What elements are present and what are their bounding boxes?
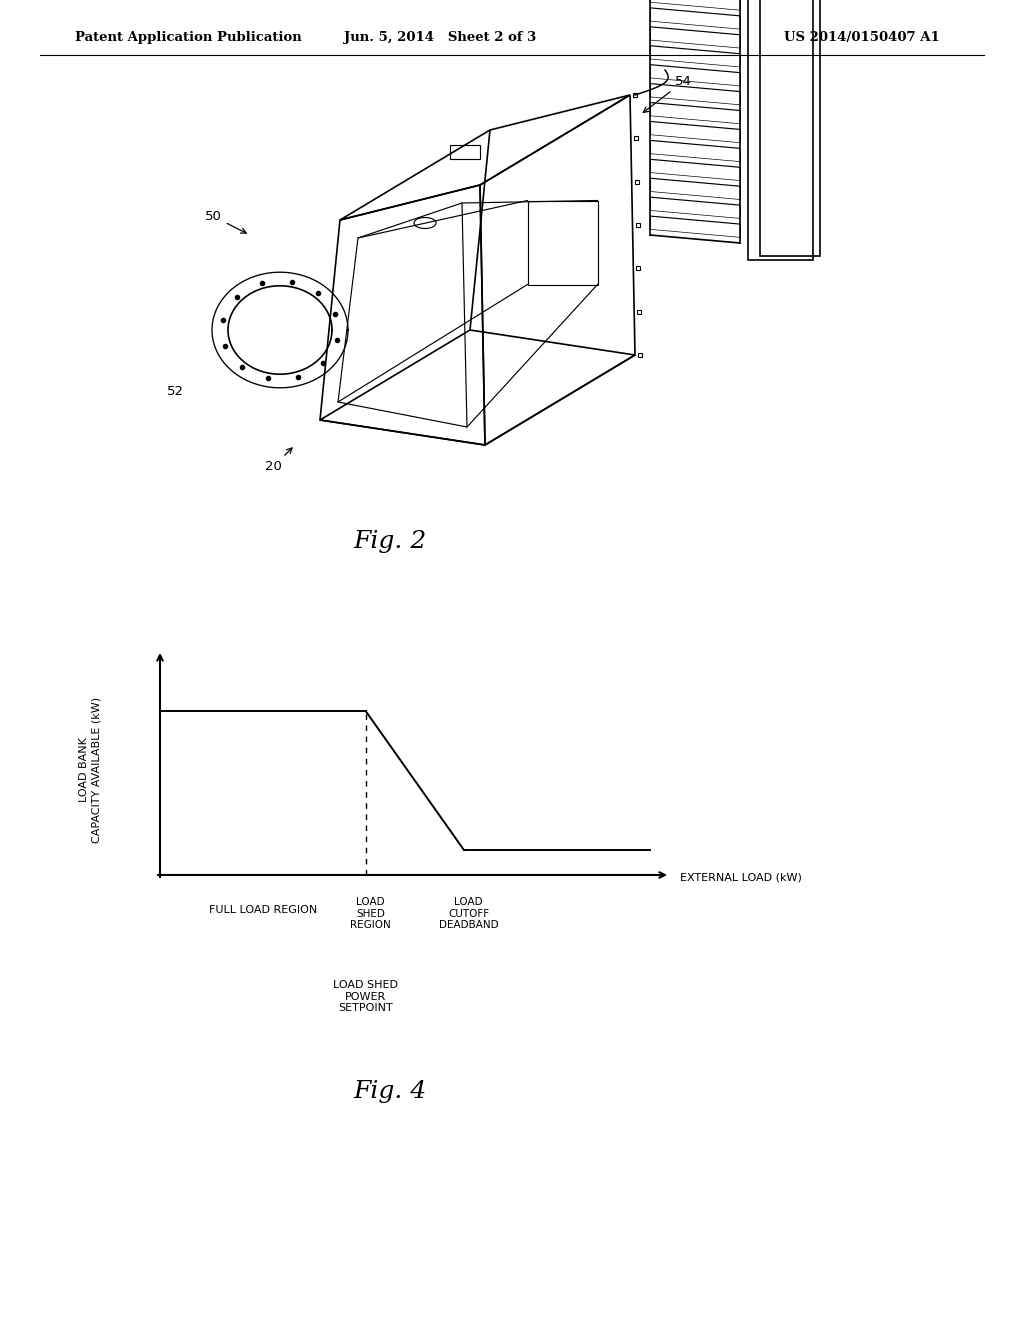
Text: LOAD BANK
CAPACITY AVAILABLE (kW): LOAD BANK CAPACITY AVAILABLE (kW)	[79, 697, 101, 843]
Text: 20: 20	[265, 447, 292, 473]
Text: FULL LOAD REGION: FULL LOAD REGION	[209, 906, 317, 915]
Text: 50: 50	[205, 210, 247, 234]
Text: LOAD SHED
POWER
SETPOINT: LOAD SHED POWER SETPOINT	[333, 979, 398, 1014]
Bar	[450, 144, 480, 158]
Text: Fig. 2: Fig. 2	[353, 531, 427, 553]
Text: EXTERNAL LOAD (kW): EXTERNAL LOAD (kW)	[680, 873, 802, 882]
Text: 54: 54	[643, 75, 692, 112]
Text: Jun. 5, 2014   Sheet 2 of 3: Jun. 5, 2014 Sheet 2 of 3	[344, 32, 537, 45]
Text: 52: 52	[167, 385, 183, 399]
Text: LOAD
SHED
REGION: LOAD SHED REGION	[350, 898, 391, 931]
Text: Patent Application Publication: Patent Application Publication	[75, 32, 302, 45]
Text: Fig. 4: Fig. 4	[353, 1080, 427, 1104]
Text: LOAD
CUTOFF
DEADBAND: LOAD CUTOFF DEADBAND	[439, 898, 499, 931]
Bar	[760, 0, 820, 256]
Bar	[748, 0, 813, 260]
Text: US 2014/0150407 A1: US 2014/0150407 A1	[784, 32, 940, 45]
